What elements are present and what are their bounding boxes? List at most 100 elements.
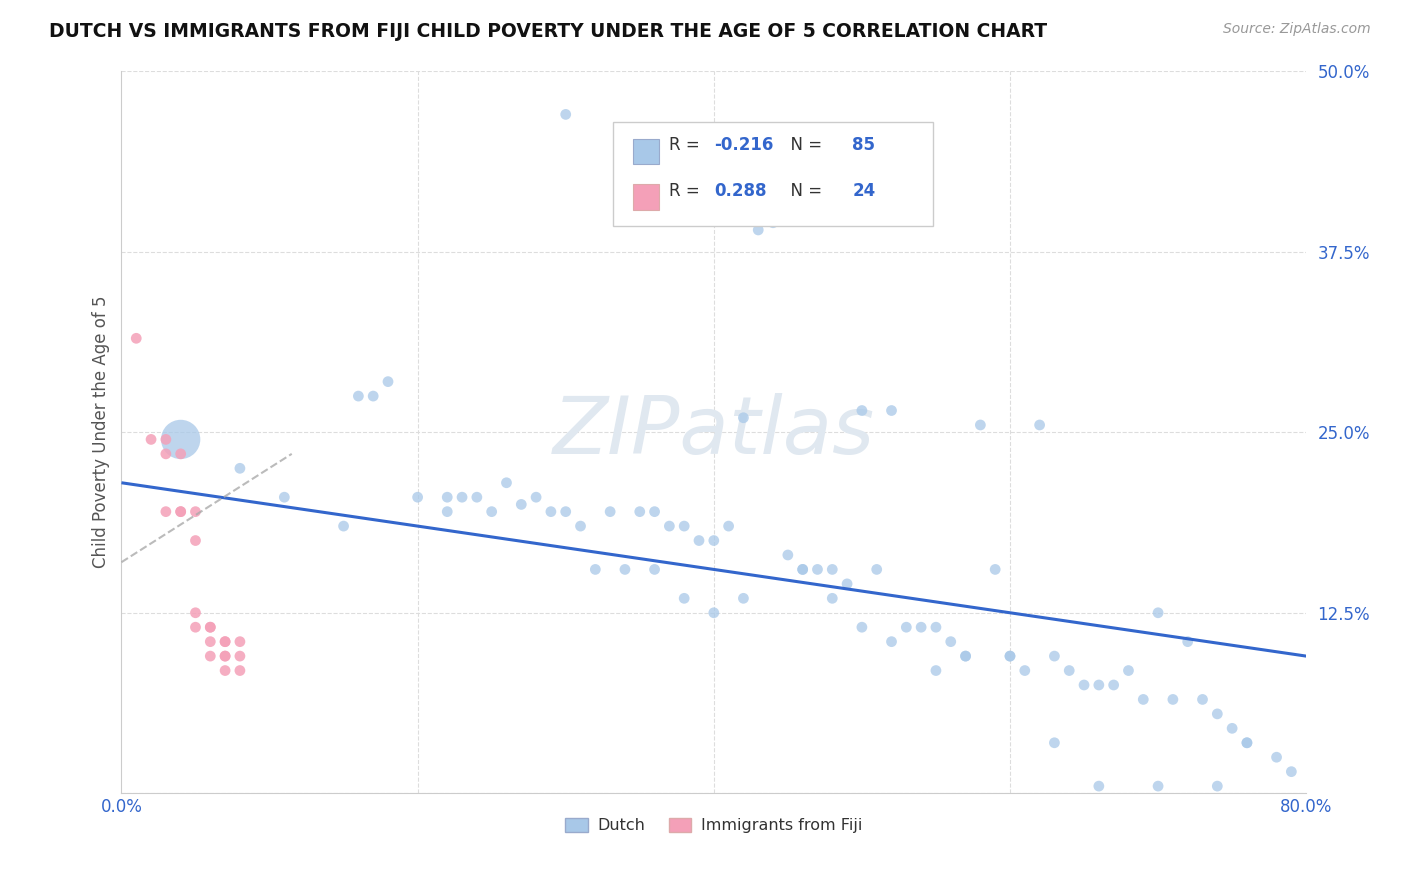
Point [1028,417,1050,432]
Point [821,591,844,606]
Text: N =: N = [780,182,828,200]
Point [1014,664,1036,678]
Point [1147,606,1170,620]
Point [200,620,222,634]
Point [703,606,725,620]
Point [762,216,785,230]
Point [644,562,666,576]
Point [200,649,222,664]
Point [851,620,873,634]
Point [998,649,1021,664]
Point [1206,779,1229,793]
Text: ZIPatlas: ZIPatlas [553,393,875,471]
Point [214,664,236,678]
Point [925,664,948,678]
Point [569,519,592,533]
Point [1236,736,1258,750]
Point [524,490,547,504]
Text: -0.216: -0.216 [714,136,773,154]
Point [910,620,932,634]
Point [1118,664,1140,678]
Point [1132,692,1154,706]
Text: 85: 85 [852,136,876,154]
Point [866,562,889,576]
Point [1236,736,1258,750]
Point [184,505,207,519]
Text: DUTCH VS IMMIGRANTS FROM FIJI CHILD POVERTY UNDER THE AGE OF 5 CORRELATION CHART: DUTCH VS IMMIGRANTS FROM FIJI CHILD POVE… [49,22,1047,41]
Point [896,620,918,634]
Point [762,209,785,223]
Point [733,410,755,425]
Point [955,649,977,664]
Point [583,562,606,576]
Point [170,433,193,447]
Point [880,403,903,417]
Point [613,562,636,576]
Point [1147,779,1170,793]
Point [451,490,474,504]
Point [1057,664,1080,678]
Point [806,562,828,576]
Point [155,447,177,461]
Point [273,490,295,504]
Point [377,375,399,389]
Point [361,389,384,403]
Point [998,649,1021,664]
Text: Source: ZipAtlas.com: Source: ZipAtlas.com [1223,22,1371,37]
Text: R =: R = [669,182,710,200]
Point [1161,692,1184,706]
Point [170,505,193,519]
Point [1073,678,1095,692]
Point [644,505,666,519]
Point [229,649,252,664]
Point [792,562,814,576]
Point [170,505,193,519]
Point [229,634,252,648]
Text: 0.288: 0.288 [714,182,766,200]
Point [125,331,148,345]
Point [703,533,725,548]
Point [1088,779,1111,793]
Point [554,505,576,519]
Point [481,505,503,519]
Point [939,634,962,648]
Point [184,533,207,548]
Point [821,562,844,576]
Point [599,505,621,519]
Point [184,606,207,620]
Point [214,634,236,648]
Text: 24: 24 [852,182,876,200]
Legend: Dutch, Immigrants from Fiji: Dutch, Immigrants from Fiji [558,811,869,839]
Point [347,389,370,403]
Point [673,591,696,606]
Point [200,620,222,634]
Point [229,461,252,475]
Point [688,533,710,548]
Point [184,620,207,634]
Bar [633,138,659,164]
Point [673,519,696,533]
Point [229,664,252,678]
Point [495,475,517,490]
Point [155,433,177,447]
Point [776,548,799,562]
Point [1206,706,1229,721]
Point [436,505,458,519]
Point [1177,634,1199,648]
Point [925,620,948,634]
Text: R =: R = [669,136,704,154]
Point [1279,764,1302,779]
Point [747,209,769,223]
Point [214,634,236,648]
Point [628,505,651,519]
Point [955,649,977,664]
Point [1102,678,1125,692]
Point [155,505,177,519]
Y-axis label: Child Poverty Under the Age of 5: Child Poverty Under the Age of 5 [93,296,110,568]
Point [747,223,769,237]
Point [214,649,236,664]
Point [332,519,354,533]
Point [554,107,576,121]
Point [406,490,429,504]
Point [1220,722,1243,736]
